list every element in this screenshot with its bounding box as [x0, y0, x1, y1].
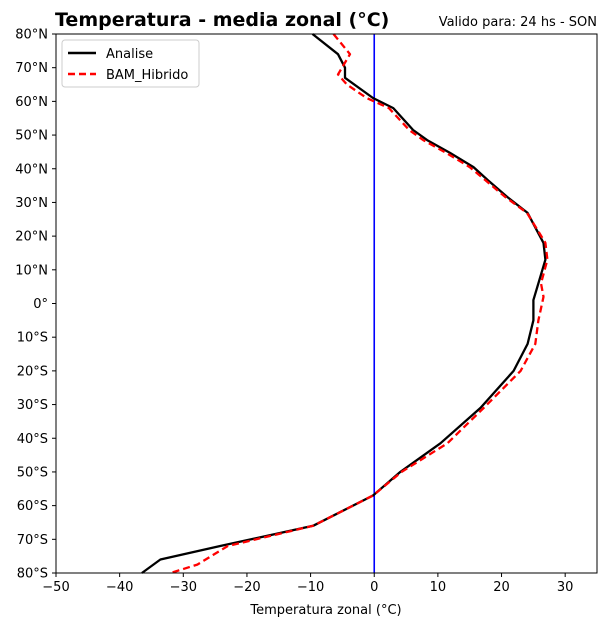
series-line-analise [141, 33, 547, 574]
x-tick-label: 30 [557, 580, 574, 595]
x-tick-label: −10 [297, 580, 324, 595]
y-tick-label: 40°N [15, 162, 48, 177]
x-axis-label: Temperatura zonal (°C) [249, 603, 401, 618]
y-tick-label: 70°N [15, 61, 48, 76]
y-tick-label: 80°S [17, 567, 48, 582]
y-tick-label: 20°N [15, 230, 48, 245]
y-tick-label: 70°S [17, 533, 48, 548]
x-tick-label: −30 [170, 580, 197, 595]
x-tick-label: 0 [370, 580, 378, 595]
x-tick-label: 20 [493, 580, 510, 595]
y-tick-label: 60°N [15, 95, 48, 110]
x-tick-label: −20 [233, 580, 260, 595]
y-tick-label: 60°S [17, 499, 48, 514]
y-tick-label: 10°S [17, 331, 48, 346]
legend: Analise BAM_Hibrido [61, 39, 200, 88]
y-tick-label: 30°S [17, 398, 48, 413]
y-tick-label: 10°N [15, 263, 48, 278]
y-tick-label: 50°S [17, 465, 48, 480]
x-tick-label: −40 [106, 580, 133, 595]
legend-label-bam-hibrido: BAM_Hibrido [106, 68, 188, 83]
y-tick-label: 50°N [15, 129, 48, 144]
x-tick-label: −50 [42, 580, 69, 595]
plot-area: −50 −40 −30 −20 −10 0 10 20 30 80°N 70°N 60°N 50°N 40… [15, 28, 598, 595]
chart-title: Temperatura - media zonal (°C) [55, 9, 389, 31]
plot-frame [55, 33, 598, 574]
x-tick-label: 10 [430, 580, 447, 595]
y-tick-label: 80°N [15, 28, 48, 43]
series-line-bam-hibrido [170, 33, 549, 575]
y-tick-label: 20°S [17, 364, 48, 379]
legend-label-analise: Analise [106, 47, 153, 62]
legend-box [61, 39, 200, 88]
y-tick-label: 30°N [15, 196, 48, 211]
chart-subtitle: Valido para: 24 hs - SON [439, 15, 597, 30]
y-tick-label: 40°S [17, 432, 48, 447]
y-tick-label: 0° [33, 297, 48, 312]
